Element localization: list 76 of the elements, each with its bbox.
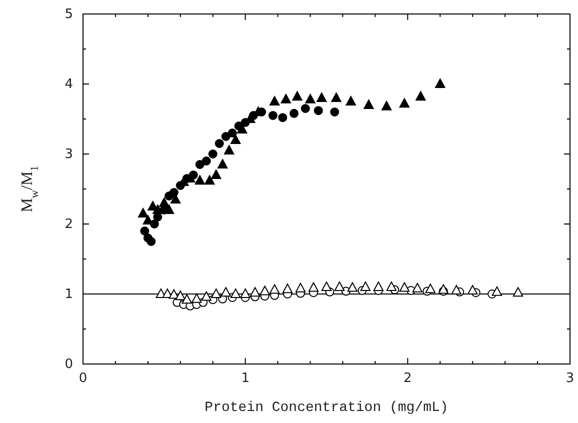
point bbox=[346, 96, 356, 106]
point bbox=[175, 290, 186, 300]
point bbox=[316, 92, 327, 102]
point bbox=[321, 282, 332, 291]
point bbox=[412, 282, 423, 292]
point bbox=[202, 156, 211, 166]
point bbox=[330, 108, 340, 116]
point bbox=[214, 139, 224, 148]
point bbox=[438, 284, 448, 294]
point bbox=[435, 78, 446, 88]
point bbox=[386, 282, 397, 291]
point bbox=[208, 150, 218, 158]
point bbox=[280, 94, 292, 104]
point bbox=[364, 100, 374, 109]
y-tick-label: 0 bbox=[64, 357, 73, 372]
point bbox=[425, 284, 436, 294]
point bbox=[152, 204, 163, 214]
y-tick-label: 1 bbox=[64, 287, 73, 302]
x-tick-label: 0 bbox=[78, 371, 88, 386]
point bbox=[140, 226, 150, 236]
point bbox=[399, 98, 410, 108]
point bbox=[295, 282, 306, 292]
point bbox=[269, 284, 280, 294]
point bbox=[182, 294, 192, 304]
y-tick-label: 3 bbox=[64, 147, 73, 162]
point bbox=[169, 188, 178, 197]
x-tick-label: 1 bbox=[241, 371, 250, 386]
point bbox=[331, 92, 342, 102]
y-tick-label: 2 bbox=[64, 217, 73, 232]
point bbox=[220, 287, 231, 297]
point bbox=[221, 132, 230, 141]
x-tick-label: 2 bbox=[404, 371, 412, 386]
point bbox=[360, 282, 371, 291]
point bbox=[268, 111, 278, 120]
x-axis-title: Protein Concentration (mg/mL) bbox=[204, 400, 448, 416]
point bbox=[194, 175, 205, 185]
point bbox=[250, 287, 260, 297]
point bbox=[300, 104, 310, 113]
y-tick-label: 4 bbox=[64, 77, 73, 92]
point bbox=[240, 288, 250, 298]
point bbox=[195, 160, 204, 169]
point bbox=[305, 94, 316, 104]
x-tick-label: 3 bbox=[566, 371, 574, 386]
point bbox=[204, 175, 215, 185]
point bbox=[292, 91, 302, 101]
point bbox=[282, 284, 293, 294]
point bbox=[512, 287, 524, 297]
point bbox=[211, 288, 222, 298]
point bbox=[278, 113, 288, 122]
point bbox=[308, 282, 319, 292]
point bbox=[146, 237, 156, 246]
point bbox=[347, 282, 358, 292]
point bbox=[334, 282, 345, 291]
point bbox=[399, 282, 410, 292]
point bbox=[201, 291, 212, 301]
y-tick-label: 5 bbox=[64, 7, 73, 22]
point bbox=[159, 198, 170, 207]
point bbox=[230, 288, 241, 298]
point bbox=[224, 145, 234, 154]
point bbox=[228, 128, 237, 138]
point bbox=[451, 285, 462, 294]
point bbox=[314, 106, 323, 116]
point bbox=[138, 208, 148, 218]
point bbox=[269, 96, 280, 106]
point bbox=[230, 134, 241, 144]
point bbox=[373, 282, 384, 291]
point bbox=[290, 108, 299, 118]
point bbox=[468, 285, 478, 294]
point bbox=[381, 100, 392, 110]
point bbox=[211, 170, 222, 179]
point bbox=[416, 91, 426, 101]
point bbox=[192, 293, 202, 303]
point bbox=[170, 194, 181, 204]
point bbox=[492, 286, 502, 296]
point bbox=[218, 159, 228, 168]
point bbox=[260, 286, 270, 296]
